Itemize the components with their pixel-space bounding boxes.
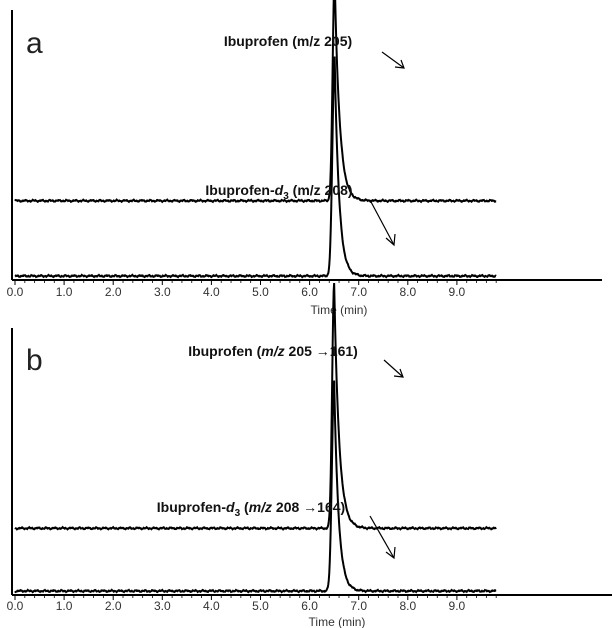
panel-a-series-ibuprofen-d3-line: [14, 56, 497, 279]
panel-b-annotation-ibuprofen-arrow: [383, 359, 404, 378]
x-tick-label: 2.0: [105, 599, 122, 613]
x-tick-label: 4.0: [203, 599, 220, 613]
panel-b-series-ibuprofen-line: [14, 282, 497, 531]
panel-b-x-ticks: [14, 595, 497, 600]
x-tick-label: 4.0: [203, 285, 220, 299]
panel-a-x-tick-labels: 0.0 1.0 2.0 3.0 4.0 5.0 6.0 7.0 8.0 9.0: [7, 285, 466, 299]
x-tick-label: 0.0: [7, 599, 24, 613]
panel-b-label: b: [26, 344, 43, 377]
x-tick-label: 7.0: [350, 285, 367, 299]
x-tick-label: 5.0: [252, 599, 269, 613]
panel-b-annotation-ibuprofen-d3-arrowhead: [385, 546, 396, 560]
x-tick-label: 8.0: [399, 599, 416, 613]
x-tick-label: 1.0: [56, 285, 73, 299]
panel-a-annotation-ibuprofen-d3: Ibuprofen-d3 (m/z 208): [205, 182, 352, 202]
panel-b-annotation-ibuprofen-arrowhead: [393, 368, 404, 378]
x-tick-label: 2.0: [105, 285, 122, 299]
x-tick-label: 1.0: [56, 599, 73, 613]
x-tick-label: 3.0: [154, 285, 171, 299]
panel-a-annotation-ibuprofen-d3-arrowhead: [385, 233, 396, 247]
panel-a-x-ticks: [14, 280, 497, 285]
x-tick-label: 6.0: [301, 599, 318, 613]
panel-a-series-ibuprofen-line: [14, 0, 497, 204]
panel-a-annotation-ibuprofen-arrow: [381, 51, 405, 69]
x-tick-label: 3.0: [154, 599, 171, 613]
x-tick-label: 9.0: [449, 599, 466, 613]
panel-b-series-ibuprofen-d3-line: [14, 380, 497, 594]
x-tick-label: 5.0: [252, 285, 269, 299]
panel-b-annotation-ibuprofen-d3: Ibuprofen-d3 (m/z 208 →164): [157, 499, 345, 519]
panel-a: a 0.0 1.0 2.0 3.0 4.0 5.0 6.0 7.0 8.0 9.0 Time (m…: [7, 0, 602, 317]
x-tick-label: 6.0: [301, 285, 318, 299]
panel-b-annotation-ibuprofen: Ibuprofen (m/z 205 →161): [188, 343, 358, 359]
panel-b-x-axis-label: Time (min): [309, 615, 366, 628]
panel-a-annotation-ibuprofen: Ibuprofen (m/z 205): [224, 33, 352, 49]
panel-b-annotation-ibuprofen-d3-arrow: [369, 515, 395, 559]
x-tick-label: 8.0: [399, 285, 416, 299]
panel-a-x-axis-label: Time (min): [311, 303, 368, 317]
x-tick-label: 9.0: [449, 285, 466, 299]
panel-a-annotation-ibuprofen-d3-arrow: [369, 199, 395, 246]
x-tick-label: 7.0: [350, 599, 367, 613]
panel-a-label: a: [26, 27, 43, 60]
panel-b-x-tick-labels: 0.0 1.0 2.0 3.0 4.0 5.0 6.0 7.0 8.0 9.0: [7, 599, 466, 613]
panel-b: b 0.0 1.0 2.0 3.0 4.0 5.0 6.0 7.0 8.0 9.0 Time (m…: [7, 282, 612, 628]
panel-a-annotation-ibuprofen-arrowhead: [394, 59, 405, 69]
x-tick-label: 0.0: [7, 285, 24, 299]
